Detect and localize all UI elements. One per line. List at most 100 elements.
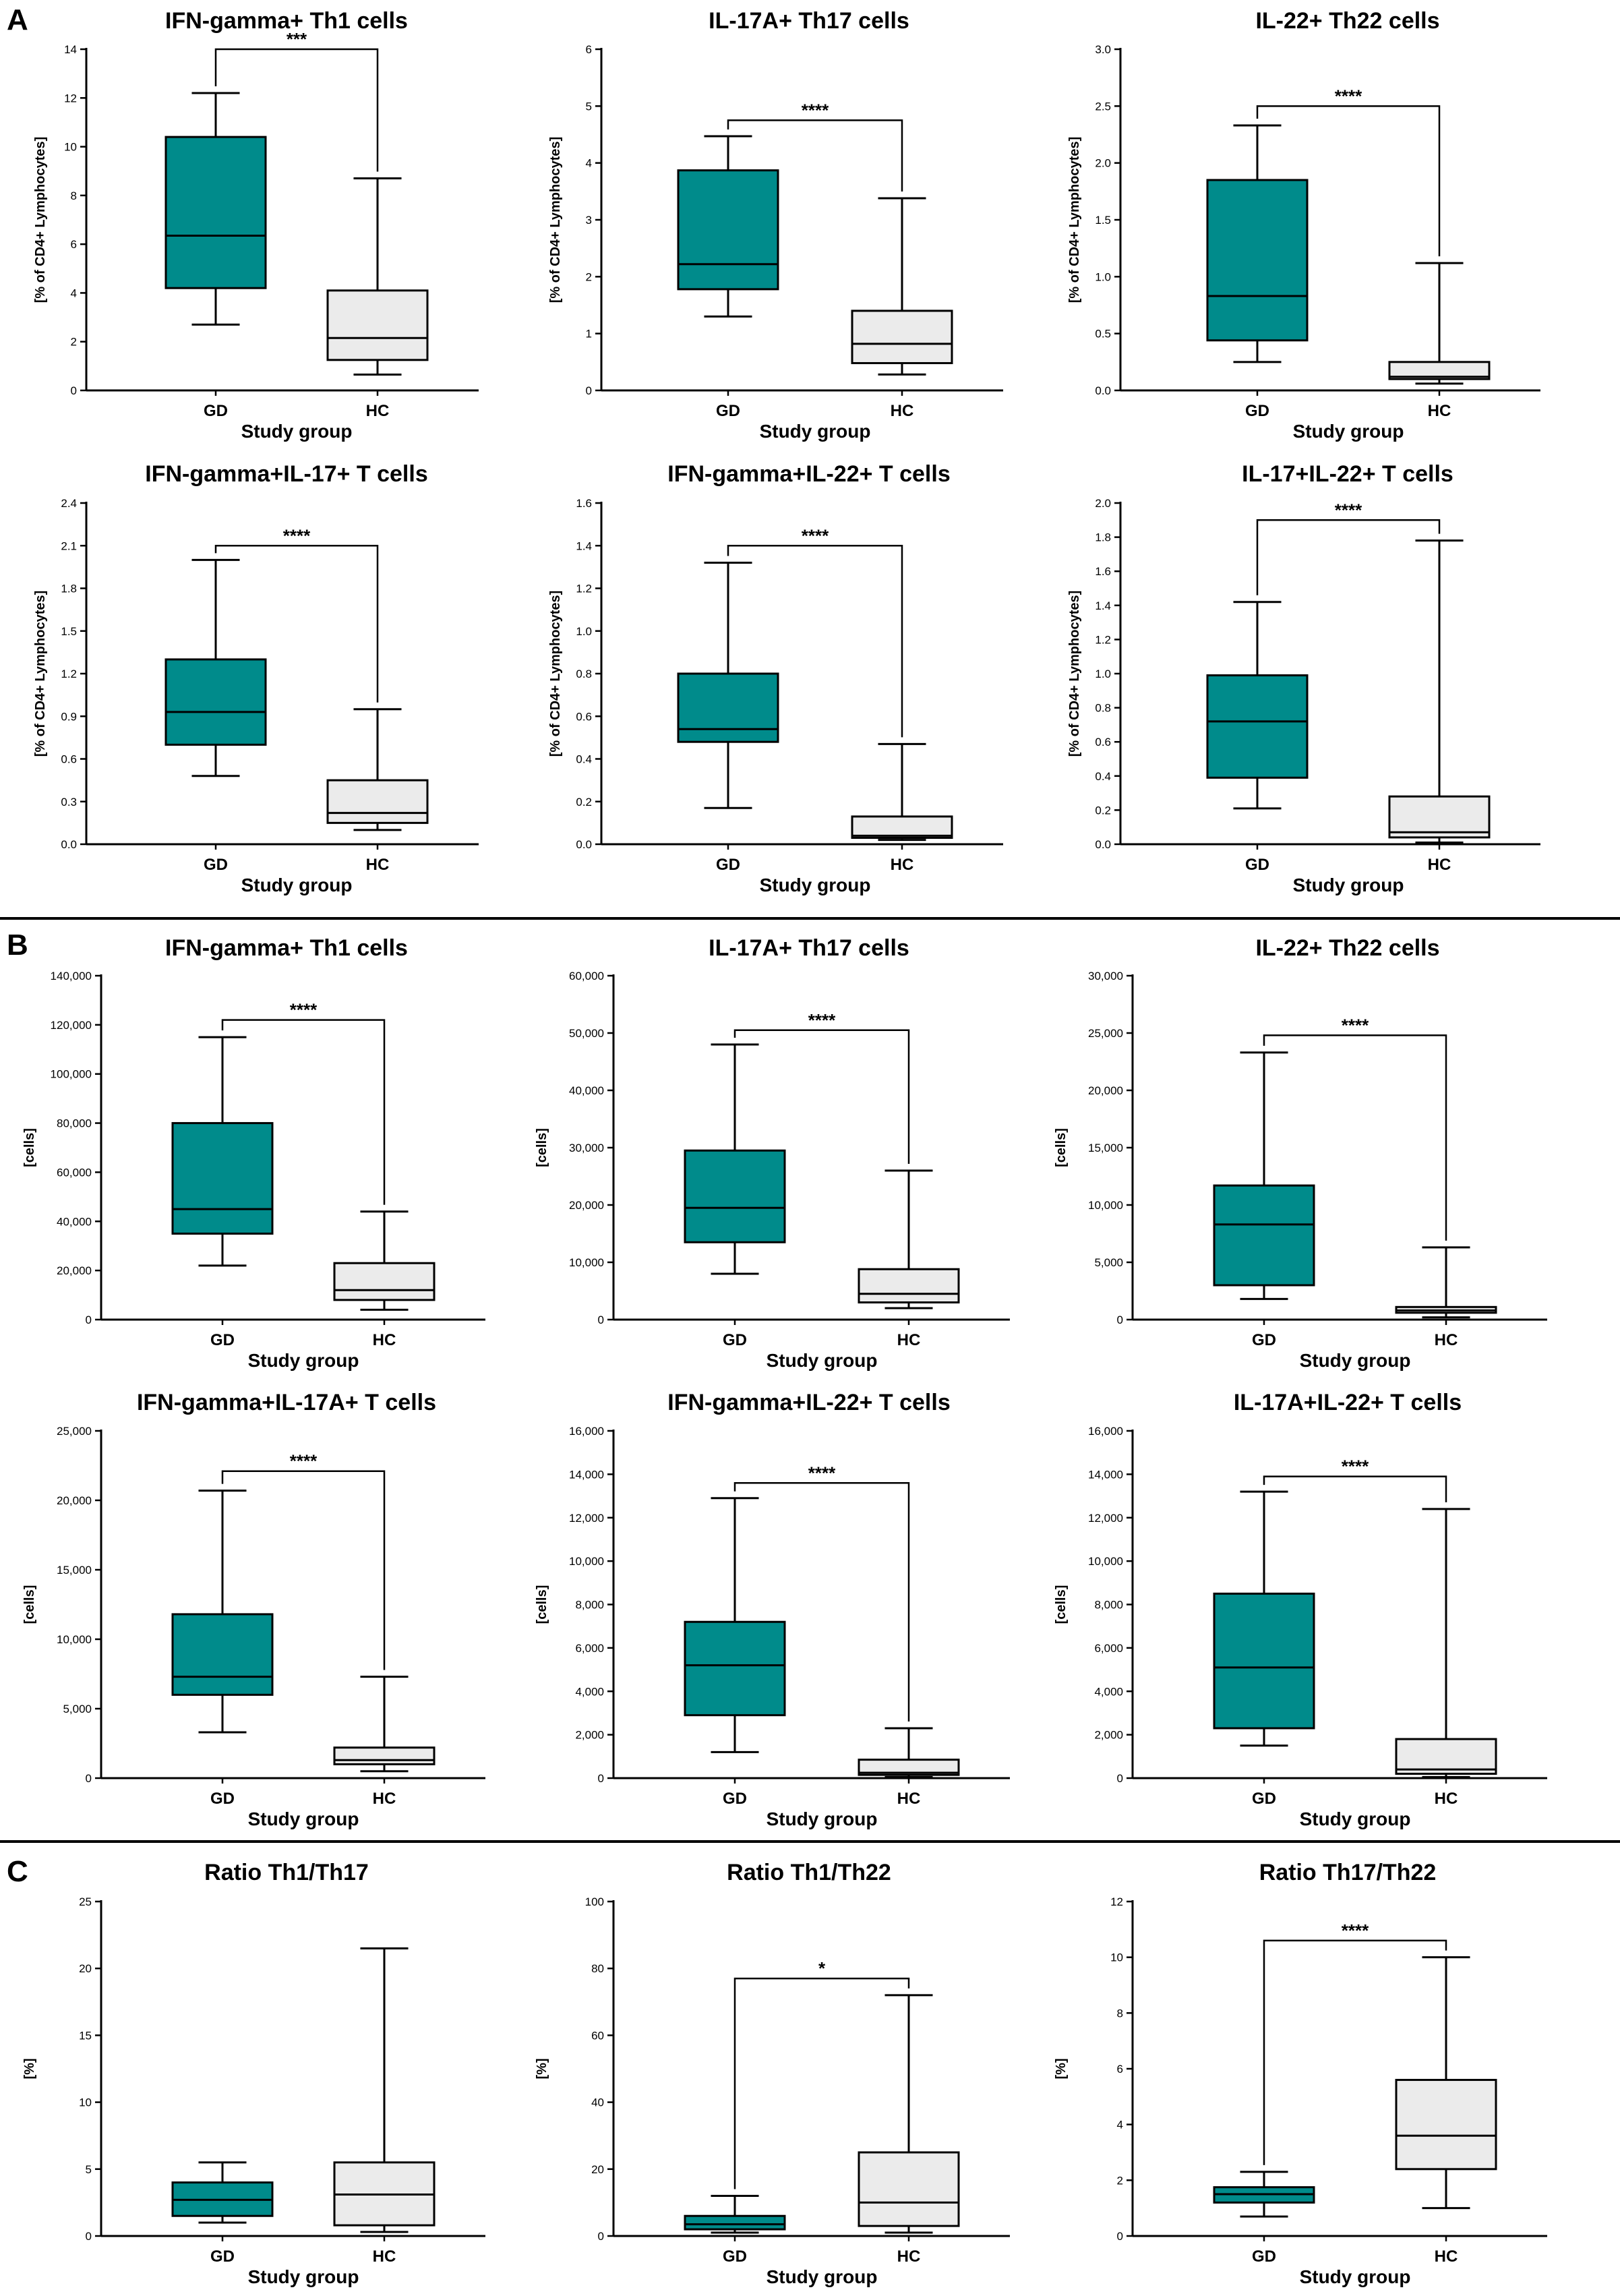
x-axis-label: Study group xyxy=(767,1808,878,1829)
y-tick-label: 0.0 xyxy=(576,838,592,851)
y-tick-label: 30,000 xyxy=(1088,970,1123,982)
significance-label: * xyxy=(818,1958,826,1978)
y-tick-label: 0 xyxy=(86,1314,92,1326)
box-gd xyxy=(684,1043,786,1275)
chart-title: IL-17A+ Th17 cells xyxy=(709,935,909,961)
y-tick-label: 1.8 xyxy=(61,583,77,595)
box-gd xyxy=(1206,601,1309,810)
significance-bracket xyxy=(221,1019,386,1205)
y-tick-label: 6,000 xyxy=(1094,1642,1123,1655)
y-tick-label: 20,000 xyxy=(57,1494,92,1507)
box-plot-5: IFN-gamma+IL-22+ T cells 0.0 0.2 0.4 0.6 0.8 1… xyxy=(548,461,1003,895)
iqr-box xyxy=(858,1268,960,1303)
panel-letter-a: A xyxy=(7,3,28,36)
y-tick-label: 20,000 xyxy=(569,1199,604,1212)
box-gd xyxy=(164,558,267,777)
box-hc xyxy=(333,1676,436,1773)
y-tick-label: 20 xyxy=(591,2163,604,2176)
significance-label: **** xyxy=(808,1463,836,1483)
significance-bracket xyxy=(1263,1939,1447,2165)
y-tick-label: 14,000 xyxy=(569,1468,604,1481)
significance-bracket xyxy=(727,545,903,738)
significance-label: **** xyxy=(1342,1015,1369,1035)
box-hc xyxy=(1388,262,1491,385)
y-tick-label: 100 xyxy=(585,1895,604,1908)
y-tick-label: 6 xyxy=(71,238,77,251)
y-tick-label: 60,000 xyxy=(569,970,604,982)
significance-label: **** xyxy=(1335,500,1362,520)
x-category-label: HC xyxy=(373,1790,396,1808)
y-tick-label: 100,000 xyxy=(51,1068,92,1081)
box-gd xyxy=(1206,124,1309,363)
x-category-label: GD xyxy=(204,402,228,420)
y-tick-label: 1.0 xyxy=(1095,668,1111,680)
x-category-label: HC xyxy=(1428,856,1451,874)
significance-bracket xyxy=(214,48,379,172)
iqr-box xyxy=(326,779,429,824)
x-category-label: GD xyxy=(723,1790,747,1808)
box-gd xyxy=(1213,1490,1315,1747)
y-tick-label: 12,000 xyxy=(1088,1512,1123,1525)
y-tick-label: 1.6 xyxy=(1095,565,1111,578)
iqr-box xyxy=(684,1149,786,1243)
x-category-label: GD xyxy=(210,2247,235,2266)
x-axis-label: Study group xyxy=(1293,421,1404,442)
box-gd xyxy=(684,1497,786,1753)
y-tick-label: 1.2 xyxy=(1095,633,1111,646)
y-tick-label: 2.4 xyxy=(61,497,77,510)
y-tick-label: 4 xyxy=(1117,2119,1123,2131)
box-plot-3: IL-22+ Th22 cells 0.0 0.5 1.0 1.5 2.0 2.5 3.0 [%… xyxy=(1067,8,1540,442)
x-category-label: GD xyxy=(1245,402,1269,420)
y-axis-label: [cells] xyxy=(22,1585,37,1624)
chart-title: IL-17A+ Th17 cells xyxy=(709,8,909,34)
y-axis-label: [% of CD4+ Lymphocytes] xyxy=(548,137,563,303)
x-category-label: GD xyxy=(1252,1331,1276,1349)
x-category-label: GD xyxy=(204,856,228,874)
y-tick-label: 2 xyxy=(586,270,592,283)
iqr-box xyxy=(1206,179,1309,342)
iqr-box xyxy=(1395,1738,1497,1775)
significance-bracket xyxy=(727,119,903,192)
y-tick-label: 2.5 xyxy=(1095,100,1111,113)
y-tick-label: 10,000 xyxy=(569,1256,604,1269)
x-category-label: HC xyxy=(897,1331,921,1349)
x-axis-label: Study group xyxy=(760,875,871,895)
x-category-label: HC xyxy=(1428,402,1451,420)
iqr-box xyxy=(1395,2079,1497,2171)
box-hc xyxy=(333,1210,436,1311)
y-axis-label: [% of CD4+ Lymphocytes] xyxy=(1067,591,1082,757)
y-tick-label: 10 xyxy=(1110,1951,1123,1964)
box-gd xyxy=(677,135,779,318)
y-tick-label: 50,000 xyxy=(569,1027,604,1040)
y-tick-label: 12,000 xyxy=(569,1512,604,1525)
significance-label: **** xyxy=(808,1010,836,1030)
box-plot-7: IFN-gamma+ Th1 cells 0 20,000 40,000 60,000 8… xyxy=(22,935,485,1371)
box-gd xyxy=(1213,2171,1315,2218)
y-tick-label: 6 xyxy=(586,43,592,56)
y-tick-label: 1.0 xyxy=(1095,270,1111,283)
y-axis-label: [cells] xyxy=(535,1585,549,1624)
significance-label: *** xyxy=(287,29,307,49)
y-tick-label: 15,000 xyxy=(57,1564,92,1577)
y-tick-label: 0 xyxy=(598,1772,604,1785)
x-category-label: HC xyxy=(1435,1331,1458,1349)
significance-bracket xyxy=(1256,519,1441,595)
y-tick-label: 25 xyxy=(79,1895,92,1908)
y-tick-label: 6,000 xyxy=(575,1642,604,1655)
box-hc xyxy=(333,1947,436,2233)
y-tick-label: 40 xyxy=(591,2096,604,2109)
y-tick-label: 80,000 xyxy=(57,1117,92,1130)
y-tick-label: 0.5 xyxy=(1095,328,1111,341)
y-tick-label: 1.4 xyxy=(576,539,592,552)
y-tick-label: 1 xyxy=(586,328,592,341)
x-axis-label: Study group xyxy=(767,1350,878,1371)
y-tick-label: 1.2 xyxy=(576,583,592,595)
x-category-label: HC xyxy=(891,856,914,874)
y-tick-label: 8 xyxy=(1117,2007,1123,2020)
significance-label: **** xyxy=(802,525,829,546)
chart-title: IL-22+ Th22 cells xyxy=(1255,8,1439,34)
y-tick-label: 60 xyxy=(591,2029,604,2042)
significance-bracket xyxy=(214,545,379,703)
box-plot-4: IFN-gamma+IL-17+ T cells 0.0 0.3 0.6 0.9 1.2 1… xyxy=(33,461,479,895)
y-tick-label: 1.4 xyxy=(1095,599,1111,612)
